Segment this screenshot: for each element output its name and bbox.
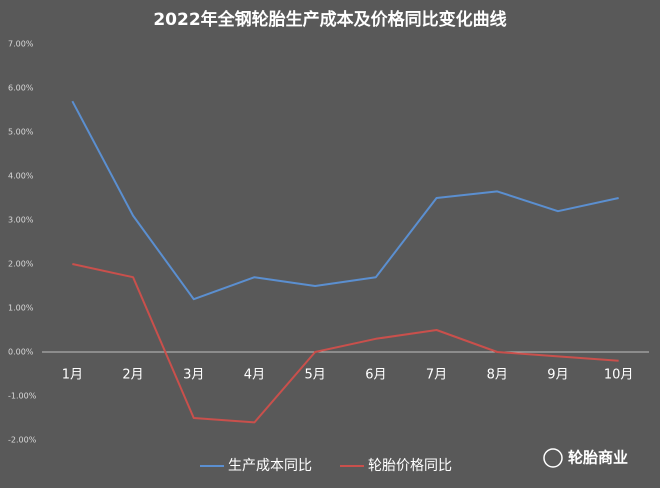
y-tick-label: 6.00% [8, 84, 34, 93]
line-series [72, 263, 619, 424]
y-tick-label: 1.00% [8, 304, 34, 313]
x-tick-label: 5月 [305, 368, 326, 383]
y-tick-label: -1.00% [8, 392, 37, 401]
chart-title: 2022年全钢轮胎生产成本及价格同比变化曲线 [153, 9, 506, 30]
x-tick-label: 10月 [604, 368, 634, 383]
line-series [71, 100, 619, 301]
x-tick-label: 2月 [122, 368, 143, 383]
y-tick-label: 4.00% [8, 172, 34, 181]
y-tick-label: 2.00% [8, 260, 34, 269]
x-tick-label: 6月 [365, 368, 386, 383]
x-tick-label: 1月 [62, 368, 83, 383]
x-tick-label: 8月 [487, 368, 508, 383]
legend-label: 轮胎价格同比 [368, 458, 452, 474]
x-tick-label: 3月 [183, 368, 204, 383]
x-tick-label: 9月 [547, 368, 568, 383]
y-tick-label: 7.00% [8, 40, 34, 49]
y-tick-label: -2.00% [8, 436, 37, 445]
watermark: 轮胎商业 [568, 449, 628, 467]
legend-label: 生产成本同比 [228, 458, 312, 474]
y-tick-label: 5.00% [8, 128, 34, 137]
watermark-icon [543, 448, 563, 468]
y-tick-label: 3.00% [8, 216, 34, 225]
x-tick-label: 4月 [244, 368, 265, 383]
x-tick-label: 7月 [426, 368, 447, 383]
y-tick-label: 0.00% [8, 348, 34, 357]
